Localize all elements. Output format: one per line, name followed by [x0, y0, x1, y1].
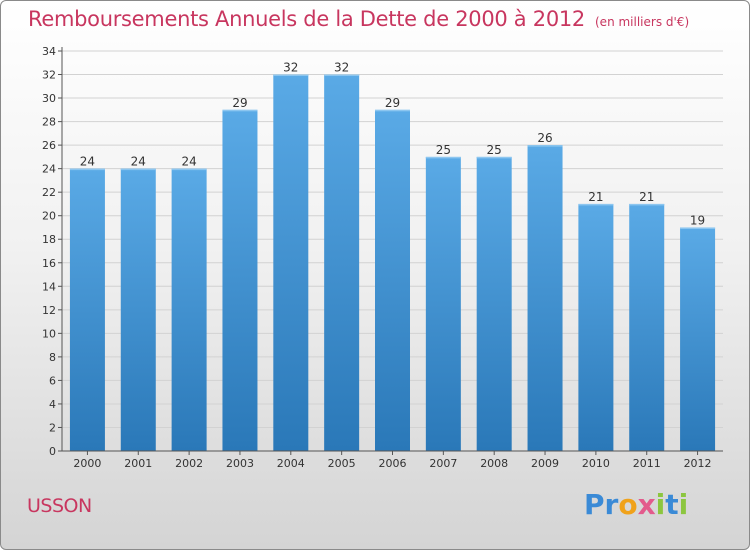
bar-2003	[222, 109, 258, 451]
bar-2008	[476, 156, 512, 451]
bar-2001	[120, 168, 156, 451]
location-name: USSON	[27, 495, 92, 517]
bar-top-highlight	[680, 227, 716, 229]
y-tick-label: 28	[42, 116, 56, 129]
bar-top-highlight	[476, 156, 512, 159]
bar-top-highlight	[324, 74, 360, 77]
data-label: 32	[334, 61, 349, 75]
bar-top-highlight	[425, 156, 461, 159]
data-label: 29	[232, 96, 247, 110]
y-tick-label: 4	[49, 398, 56, 411]
y-tick-label: 32	[42, 69, 56, 82]
bar-2002	[171, 168, 207, 451]
data-label: 26	[537, 131, 552, 145]
bar-2004	[273, 74, 309, 451]
bar-2012	[680, 227, 716, 451]
x-tick-label: 2006	[379, 457, 407, 470]
data-label: 29	[385, 96, 400, 110]
chart-title-text: Remboursements Annuels de la Dette de 20…	[28, 7, 585, 31]
y-tick-label: 12	[42, 304, 56, 317]
bar-top-highlight	[69, 168, 105, 171]
y-tick-label: 14	[42, 280, 56, 293]
bar-2010	[578, 203, 614, 451]
data-label: 21	[639, 190, 654, 204]
bar-2006	[375, 109, 410, 451]
brand-logo: Proxiti	[584, 488, 689, 521]
data-label: 24	[181, 155, 196, 169]
bar-top-highlight	[375, 109, 410, 112]
bar-2005	[324, 74, 360, 451]
bar-top-highlight	[578, 203, 614, 206]
x-tick-label: 2004	[277, 457, 305, 470]
bar-top-highlight	[222, 109, 258, 112]
data-label: 19	[690, 213, 705, 227]
bar-2000	[69, 168, 105, 451]
x-tick-label: 2011	[633, 457, 661, 470]
x-tick-label: 2008	[480, 457, 508, 470]
y-tick-label: 16	[42, 257, 56, 270]
data-label: 25	[487, 143, 502, 157]
x-tick-label: 2012	[684, 457, 712, 470]
y-tick-label: 10	[42, 327, 56, 340]
data-label: 24	[80, 155, 95, 169]
bar-top-highlight	[629, 203, 665, 206]
y-tick-label: 8	[49, 351, 56, 364]
y-tick-label: 2	[49, 421, 56, 434]
y-tick-label: 0	[49, 445, 56, 458]
x-tick-label: 2000	[73, 457, 101, 470]
data-label: 32	[283, 61, 298, 75]
x-tick-label: 2003	[226, 457, 254, 470]
bar-2009	[527, 145, 563, 451]
x-tick-label: 2005	[328, 457, 356, 470]
y-tick-label: 18	[42, 233, 56, 246]
data-label: 24	[131, 155, 146, 169]
chart-title: Remboursements Annuels de la Dette de 20…	[28, 7, 689, 31]
y-tick-label: 24	[42, 163, 56, 176]
y-tick-label: 30	[42, 92, 56, 105]
bar-top-highlight	[120, 168, 156, 171]
bar-top-highlight	[171, 168, 207, 171]
y-tick-label: 20	[42, 210, 56, 223]
x-tick-label: 2009	[531, 457, 559, 470]
x-tick-label: 2010	[582, 457, 610, 470]
bar-top-highlight	[527, 145, 563, 147]
bar-top-highlight	[273, 74, 309, 77]
y-tick-label: 26	[42, 139, 56, 152]
y-tick-label: 6	[49, 374, 56, 387]
x-tick-label: 2001	[124, 457, 152, 470]
data-label: 25	[436, 143, 451, 157]
y-tick-label: 22	[42, 186, 56, 199]
x-tick-label: 2002	[175, 457, 203, 470]
bar-2011	[629, 203, 665, 451]
bar-2007	[425, 156, 461, 451]
data-label: 21	[588, 190, 603, 204]
chart-subtitle: (en milliers d'€)	[595, 15, 690, 29]
y-tick-label: 34	[42, 45, 56, 58]
x-tick-label: 2007	[429, 457, 457, 470]
